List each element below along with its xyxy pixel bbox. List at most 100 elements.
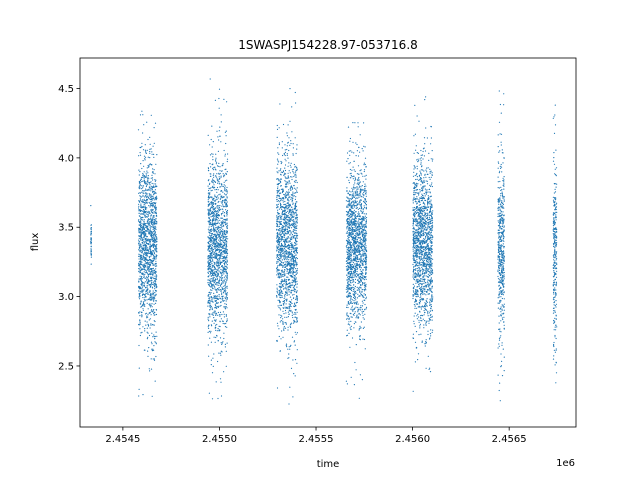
data-point [223, 196, 225, 198]
data-point [212, 141, 214, 143]
data-point [209, 282, 211, 284]
data-point [141, 257, 143, 259]
data-point [219, 257, 222, 259]
data-point [214, 272, 216, 274]
data-point [362, 181, 364, 183]
data-point [207, 279, 209, 281]
data-point [277, 276, 279, 278]
data-point [282, 218, 284, 220]
data-point [293, 263, 295, 265]
data-point [278, 328, 280, 330]
data-point [215, 224, 217, 226]
data-point [155, 241, 157, 243]
data-point [276, 255, 278, 257]
data-point [154, 275, 156, 277]
data-point [155, 220, 157, 223]
data-point [356, 273, 358, 275]
data-point [144, 195, 146, 197]
data-point [142, 227, 144, 229]
data-point [290, 189, 292, 191]
data-point [148, 201, 150, 204]
data-point [210, 241, 212, 243]
data-point [151, 171, 154, 173]
data-point [291, 253, 293, 255]
data-point [152, 276, 154, 278]
data-point [291, 214, 293, 216]
data-point [288, 170, 290, 172]
data-point [215, 312, 218, 314]
data-point [141, 286, 144, 288]
data-point [147, 224, 150, 226]
data-point [291, 197, 293, 199]
data-point [215, 282, 218, 284]
data-point [145, 208, 147, 210]
data-point [222, 220, 224, 222]
data-point [214, 271, 216, 273]
data-point [225, 198, 227, 200]
data-point [224, 291, 226, 293]
data-point [221, 320, 224, 322]
data-point [147, 308, 149, 310]
data-point [153, 272, 155, 274]
data-point [294, 171, 297, 173]
data-point [278, 314, 280, 316]
data-point [145, 236, 148, 238]
data-point [295, 170, 297, 172]
data-point [358, 176, 360, 179]
data-point [147, 355, 149, 357]
data-point [357, 165, 360, 167]
data-point [220, 221, 222, 223]
data-point [151, 269, 153, 271]
data-point [296, 283, 298, 285]
data-point [219, 229, 221, 231]
data-point [215, 216, 217, 218]
data-point [148, 239, 150, 241]
data-point [221, 255, 223, 257]
data-point [144, 214, 146, 216]
data-point [350, 286, 352, 289]
data-point [219, 311, 222, 313]
data-point [216, 284, 218, 286]
data-point [284, 279, 286, 281]
data-point [142, 233, 144, 235]
data-point [355, 195, 357, 197]
data-point [212, 301, 214, 303]
data-point [138, 268, 140, 270]
data-point [276, 229, 278, 231]
data-point [219, 193, 221, 195]
data-point [138, 210, 140, 212]
data-point [144, 144, 146, 146]
data-point [291, 314, 293, 316]
data-point [147, 267, 149, 269]
data-point [292, 259, 294, 261]
data-point [296, 263, 298, 265]
data-point [283, 230, 285, 232]
data-point [155, 278, 158, 280]
data-point [217, 189, 219, 191]
data-point [208, 355, 210, 357]
data-point [277, 268, 279, 271]
data-point [296, 243, 298, 245]
data-point [294, 243, 296, 245]
data-point [216, 232, 218, 234]
data-point [281, 206, 284, 208]
data-point [147, 181, 149, 183]
data-point [279, 180, 282, 182]
data-point [223, 231, 225, 233]
data-point [143, 264, 145, 266]
data-point [276, 339, 278, 342]
data-point [292, 224, 294, 226]
data-point [281, 292, 283, 294]
data-point [140, 213, 142, 215]
data-point [148, 223, 150, 225]
data-point [146, 252, 148, 254]
data-point [222, 185, 224, 188]
data-point [291, 267, 293, 269]
data-point [142, 291, 144, 293]
data-point [287, 348, 289, 350]
data-point [138, 237, 140, 239]
data-point [143, 210, 145, 212]
data-point [223, 181, 225, 183]
data-point [226, 277, 228, 279]
data-point [293, 247, 295, 249]
